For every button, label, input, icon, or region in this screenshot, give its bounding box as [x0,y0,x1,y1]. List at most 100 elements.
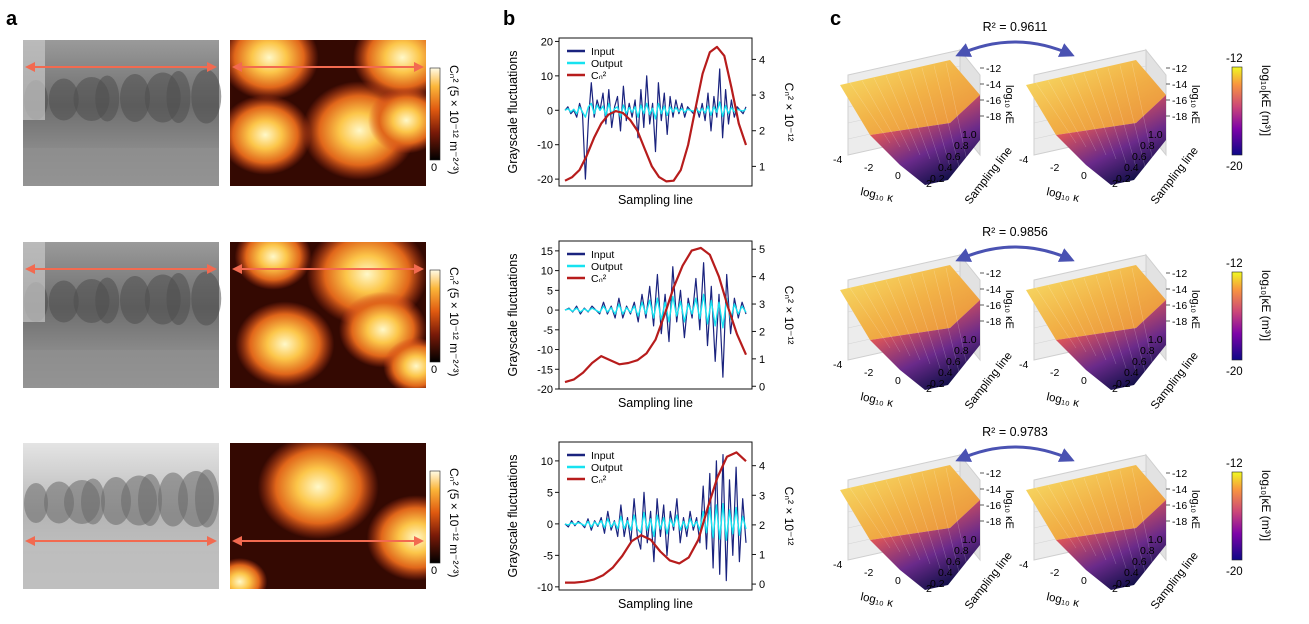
tree-silhouette [24,483,48,523]
surface-plateau [1026,465,1166,540]
surface-mesh-line [1095,475,1127,569]
colorbar-tick-bottom: -20 [1226,161,1243,173]
sampling-tick-label: 0.6 [946,556,961,568]
colorbar [1231,66,1243,156]
y2-tick-label: 4 [759,54,765,66]
sampling-tick-label: 0.8 [1140,545,1155,557]
surface-mesh-line [1035,287,1077,349]
sampling-tick-label: 0.2 [930,173,945,185]
surface-mesh-line [933,270,961,377]
surface-mesh-line [873,77,911,152]
sampling-tick-label: 1.0 [1148,129,1163,141]
x-axis-label: Sampling line [618,193,693,207]
legend-label: Input [591,46,614,58]
x-axis-label: Sampling line [618,396,693,410]
legend-label: Output [591,58,623,70]
kappa-tick-label: -2 [864,162,873,174]
z-axis-label: log₁₀ κE [1189,85,1201,124]
heatmap-hotspot [257,443,379,540]
surface-mesh-line [861,80,901,148]
sampling-tick-label: 0.6 [946,151,961,163]
colorbar-tick-0: 0 [431,162,437,174]
kappa-axis-label: log₁₀ κ [859,391,894,410]
series-line-cn2 [565,451,747,584]
chart-frame [558,37,753,187]
surface-mesh-line [945,467,971,581]
comparison-arrow [955,445,1075,462]
z-tick-label: -16 [986,95,1001,107]
panel-label-a: a [6,8,18,30]
z-axis-label: log₁₀ κE [1003,290,1015,329]
z-tick-label: -18 [986,516,1001,528]
colorbar [1231,471,1243,561]
surface-mesh-line [873,482,911,557]
z-axis-label: log₁₀ κE [1003,85,1015,124]
surface-plateau [840,265,980,340]
panel-label-c: c [830,8,841,30]
y-tick-label: -10 [537,582,553,594]
y-tick-label: 10 [541,266,553,278]
y2-tick-label: 4 [759,272,765,284]
surface-mesh-line [897,477,931,565]
surface-mesh-line [897,277,931,365]
colorbar-tick-0: 0 [431,364,437,376]
legend-label: Input [591,450,614,462]
surface-mesh-line [1083,72,1117,160]
sampling-tick-label: 0.8 [954,545,969,557]
surface-mesh-line [885,280,921,361]
comparison-arrow [955,40,1075,57]
surface-slope [1056,500,1166,590]
tree-silhouette [166,71,191,123]
kappa-tick-label: -4 [833,154,842,166]
sampling-tick-label: 0.4 [938,162,953,174]
sampling-tick-label: 1.0 [962,129,977,141]
legend-label: Output [591,462,623,474]
colorbar [429,470,441,564]
ground [23,551,219,589]
tree-silhouette [120,74,150,122]
colorbar-tick-top: -12 [1226,458,1243,470]
surface-mesh-line [1107,272,1137,373]
y-tick-label: -5 [543,550,553,562]
kappa-tick-label: 2 [1112,583,1118,595]
y-tick-label: 0 [547,105,553,117]
surface-mesh-line [933,65,961,172]
kappa-tick-label: -2 [864,367,873,379]
sampling-tick-label: 0.6 [946,356,961,368]
sampling-tick-label: 0.2 [930,578,945,590]
surface-mesh-line [1047,285,1087,353]
surface-mesh-line [1035,487,1077,549]
surface-plot-left: -12 -14 -16 -18 1.00.80.60.40.2 -4 -2 0 2 log₁₀ κ… [833,48,1015,207]
sampling-tick-label: 1.0 [1148,534,1163,546]
heatmap-hotspot [367,87,426,154]
heatmap-blobs [230,242,426,388]
heatmap-hotspot [230,557,268,589]
surface-mesh-line [921,67,951,168]
surface-mesh-line [885,480,921,561]
colorbar-label: Cₙ² (5 × 10⁻¹² m⁻²ᐟ³) [447,468,461,578]
z-tick-label: -18 [986,316,1001,328]
surface-mesh-line [861,285,901,353]
surface-plateau [840,60,980,135]
kappa-tick-label: -4 [833,559,842,571]
surface-slope [1056,95,1166,185]
kappa-tick-label: 2 [1112,383,1118,395]
surface-mesh-line [945,267,971,381]
z-tick-label: -14 [1172,484,1187,496]
surface-slope [870,500,980,590]
tree-silhouette [95,75,120,122]
tree-silhouette [195,469,219,528]
sampling-tick-label: 1.0 [962,334,977,346]
sampling-axis-label: Sampling line [1149,145,1201,207]
colorbar-label: log₁₀[κE (m³)] [1259,470,1273,541]
surface-mesh-line [1107,472,1137,573]
z-tick-label: -12 [986,63,1001,75]
series-line-output [564,293,747,329]
surface-plateau [840,465,980,540]
sampling-tick-label: 1.0 [1148,334,1163,346]
surface-mesh-line [1131,467,1157,581]
y2-tick-label: 3 [759,90,765,102]
tree-silhouette [48,78,79,121]
surface-plateau [1026,265,1166,340]
